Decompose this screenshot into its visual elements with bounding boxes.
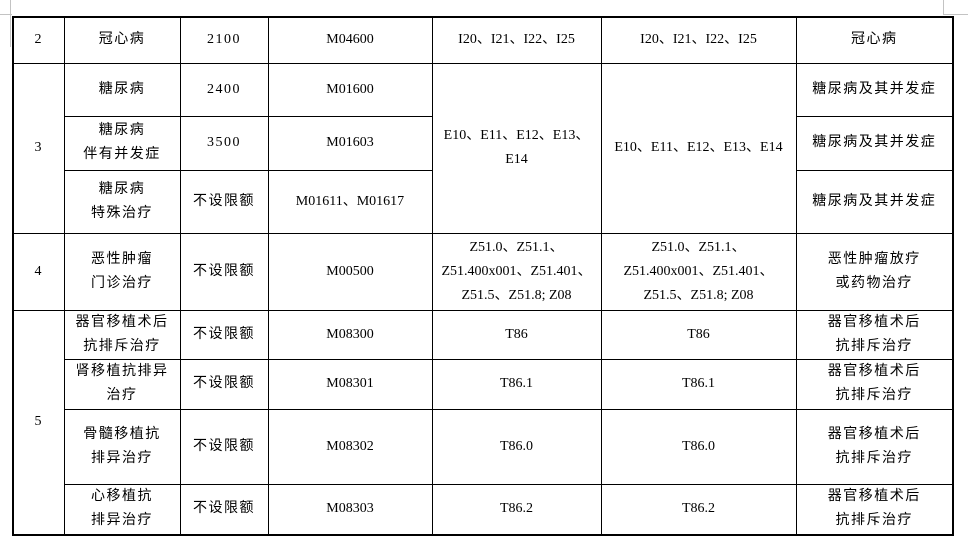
table-row: 糖尿病 伴有并发症 3500 M01603 糖尿病及其并发症 <box>13 115 954 171</box>
disease-limit-code-table: 2 冠心病 2100 M04600 I20、I21、I22、I25 I20、I2… <box>12 16 954 536</box>
cell-icd-codes-a: T86.2 <box>431 483 602 536</box>
cell-disease-name: 骨髓移植抗 排异治疗 <box>63 408 181 485</box>
table-row: 2 冠心病 2100 M04600 I20、I21、I22、I25 I20、I2… <box>12 16 954 64</box>
cell-med-code: M04600 <box>267 16 433 64</box>
cell-icd-codes-b: T86.1 <box>600 358 797 410</box>
cell-limit: 不设限额 <box>179 358 269 410</box>
cell-icd-codes-b: T86.0 <box>600 408 797 485</box>
cell-limit: 3500 <box>179 115 269 171</box>
cell-med-code: M08301 <box>267 358 433 410</box>
cell-icd-codes-a: Z51.0、Z51.1、 Z51.400x001、Z51.401、 Z51.5、… <box>431 232 602 311</box>
cell-category: 糖尿病及其并发症 <box>795 115 954 171</box>
cell-category: 糖尿病及其并发症 <box>795 169 954 234</box>
cell-seq-no: 4 <box>12 232 65 311</box>
cell-med-code: M08300 <box>267 309 433 360</box>
cell-category: 器官移植术后 抗排斥治疗 <box>795 408 954 485</box>
cell-med-code: M00500 <box>267 232 433 311</box>
cell-category: 器官移植术后 抗排斥治疗 <box>795 483 954 536</box>
cell-limit: 不设限额 <box>179 483 269 536</box>
cell-icd-codes-b: Z51.0、Z51.1、 Z51.400x001、Z51.401、 Z51.5、… <box>600 232 797 311</box>
cell-disease-name: 肾移植抗排异 治疗 <box>63 358 181 410</box>
cell-category: 冠心病 <box>795 16 954 64</box>
table-row: 5 器官移植术后 抗排斥治疗 不设限额 M08300 T86 T86 器官移植术… <box>12 309 954 536</box>
cell-med-code: M08302 <box>267 408 433 485</box>
table-row: 骨髓移植抗 排异治疗 不设限额 M08302 T86.0 T86.0 器官移植术… <box>13 408 954 485</box>
table-row: 肾移植抗排异 治疗 不设限额 M08301 T86.1 T86.1 器官移植术后… <box>13 358 954 410</box>
cell-limit: 2100 <box>179 16 269 64</box>
cell-icd-codes-a: I20、I21、I22、I25 <box>431 16 602 64</box>
cell-seq-no: 5 <box>12 309 65 536</box>
cell-limit: 不设限额 <box>179 309 269 360</box>
cell-med-code: M08303 <box>267 483 433 536</box>
cell-disease-name: 心移植抗 排异治疗 <box>63 483 181 536</box>
sheet-gridline-left-vertical <box>10 0 11 47</box>
cell-limit: 不设限额 <box>179 169 269 234</box>
cell-med-code: M01600 <box>267 62 433 117</box>
cell-disease-name: 糖尿病 特殊治疗 <box>63 169 181 234</box>
cell-icd-codes-b: T86 <box>600 309 797 360</box>
cell-icd-codes-a: E10、E11、E12、E13、 E14 <box>431 62 602 234</box>
table-row: 4 恶性肿瘤 门诊治疗 不设限额 M00500 Z51.0、Z51.1、 Z51… <box>12 232 954 311</box>
cell-category: 糖尿病及其并发症 <box>795 62 954 117</box>
table-row: 3 糖尿病 2400 M01600 E10、E11、E12、E13、 E14 E… <box>12 62 954 234</box>
sheet-gridline-right-vertical <box>943 0 944 15</box>
cell-disease-name: 冠心病 <box>63 16 181 64</box>
cell-category: 器官移植术后 抗排斥治疗 <box>795 358 954 410</box>
cell-disease-name: 恶性肿瘤 门诊治疗 <box>63 232 181 311</box>
cell-icd-codes-b: I20、I21、I22、I25 <box>600 16 797 64</box>
cell-disease-name: 糖尿病 <box>63 62 181 117</box>
cell-icd-codes-a: T86 <box>431 309 602 360</box>
cell-category: 恶性肿瘤放疗 或药物治疗 <box>795 232 954 311</box>
cell-disease-name: 糖尿病 伴有并发症 <box>63 115 181 171</box>
cell-seq-no: 3 <box>12 62 65 234</box>
cell-seq-no: 2 <box>12 16 65 64</box>
cell-category: 器官移植术后 抗排斥治疗 <box>795 309 954 360</box>
table-row: 糖尿病 特殊治疗 不设限额 M01611、M01617 糖尿病及其并发症 <box>13 169 954 234</box>
cell-limit: 2400 <box>179 62 269 117</box>
cell-med-code: M01611、M01617 <box>267 169 433 234</box>
sheet-gridline-left-horizontal <box>0 14 12 15</box>
table-row: 心移植抗 排异治疗 不设限额 M08303 T86.2 T86.2 器官移植术后… <box>13 483 954 536</box>
cell-limit: 不设限额 <box>179 232 269 311</box>
cell-icd-codes-a: T86.1 <box>431 358 602 410</box>
cell-med-code: M01603 <box>267 115 433 171</box>
cell-icd-codes-b: E10、E11、E12、E13、E14 <box>600 62 797 234</box>
cell-icd-codes-b: T86.2 <box>600 483 797 536</box>
sheet-gridline-right-horizontal <box>943 14 968 15</box>
cell-icd-codes-a: T86.0 <box>431 408 602 485</box>
cell-limit: 不设限额 <box>179 408 269 485</box>
cell-disease-name: 器官移植术后 抗排斥治疗 <box>63 309 181 360</box>
